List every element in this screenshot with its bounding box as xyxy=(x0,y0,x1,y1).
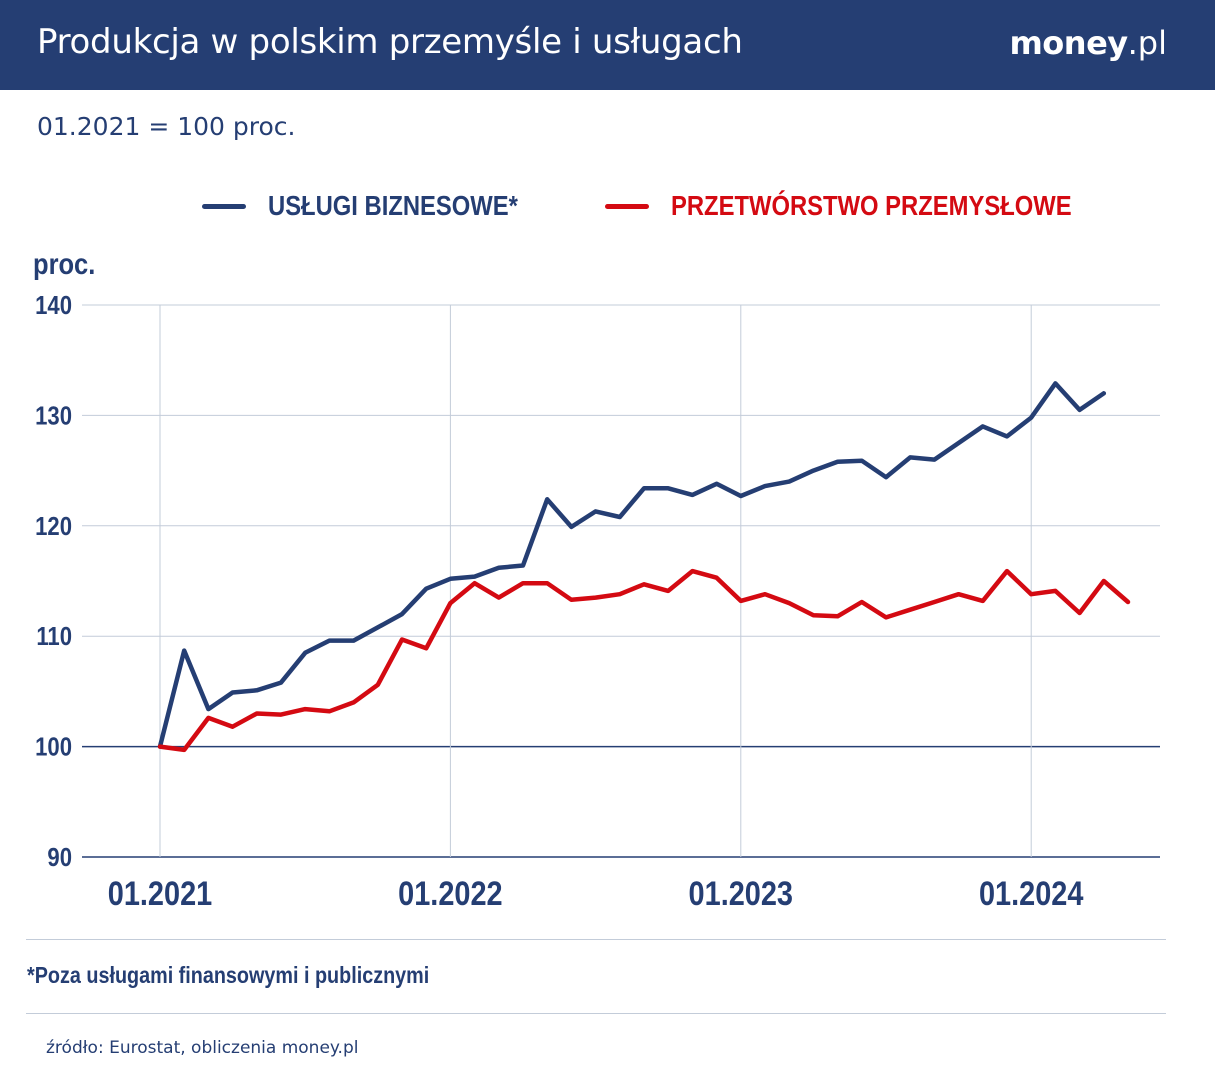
brand-logo-bold: money xyxy=(1009,24,1128,62)
footnote: *Poza usługami finansowymi i publicznymi xyxy=(27,962,430,988)
chart-subtitle: 01.2021 = 100 proc. xyxy=(37,112,296,141)
y-axis-label: proc. xyxy=(33,247,95,280)
legend-item-red: PRZETWÓRSTWO PRZEMYSŁOWE xyxy=(605,188,1142,224)
page-title: Produkcja w polskim przemyśle i usługach xyxy=(37,22,743,62)
brand-logo-rest: .pl xyxy=(1127,24,1167,62)
y-tick-label-90: 90 xyxy=(47,843,72,872)
divider-bottom xyxy=(26,1013,1166,1014)
y-tick-label-110: 110 xyxy=(36,623,72,652)
series-line-0 xyxy=(157,381,1107,749)
legend-swatch-blue xyxy=(202,203,246,209)
header-bar: Produkcja w polskim przemyśle i usługach… xyxy=(0,0,1215,90)
brand-logo: money.pl xyxy=(1009,24,1167,62)
line-chart: proc. 90 100 110 120 130 140 01.2021 01.2022 01.2… xyxy=(33,247,1160,913)
x-tick-label-1: 01.2022 xyxy=(398,874,502,913)
y-tick-label-120: 120 xyxy=(35,512,72,541)
x-tick-label-3: 01.2024 xyxy=(979,874,1084,913)
legend-item-blue: USŁUGI BIZNESOWE* xyxy=(202,188,562,224)
divider-top xyxy=(26,939,1166,940)
y-tick-label-140: 140 xyxy=(35,291,72,320)
x-tick-label-0: 01.2021 xyxy=(108,874,212,913)
y-tick-label-130: 130 xyxy=(35,402,72,431)
legend-label-blue: USŁUGI BIZNESOWE* xyxy=(268,190,518,221)
source-note: źródło: Eurostat, obliczenia money.pl xyxy=(46,1038,359,1058)
x-tick-label-2: 01.2023 xyxy=(689,874,793,913)
legend-swatch-red xyxy=(605,203,649,209)
y-tick-label-100: 100 xyxy=(35,733,72,762)
series-line-1 xyxy=(157,568,1131,753)
legend-label-red: PRZETWÓRSTWO PRZEMYSŁOWE xyxy=(671,190,1072,221)
